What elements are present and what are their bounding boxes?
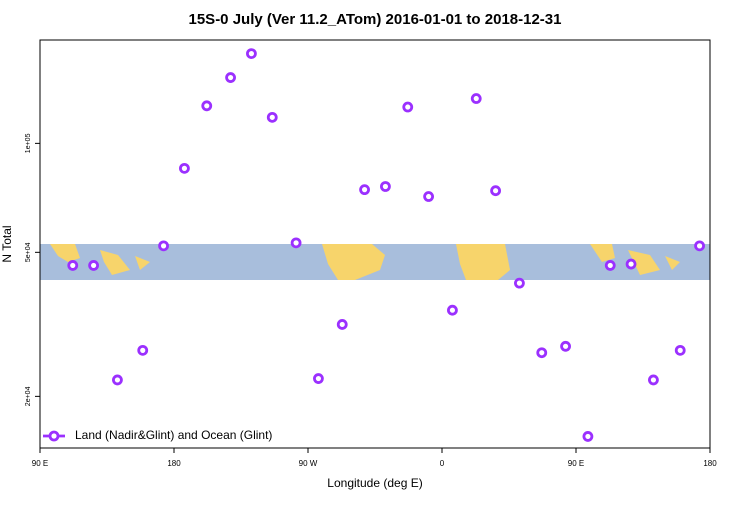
point [694,240,705,252]
x-tick-label: 90 E [568,459,584,468]
point [560,340,571,352]
point [625,258,637,270]
legend-marker [48,430,60,442]
point [514,277,525,289]
x-tick-label: 180 [167,459,181,468]
map-strip [40,244,710,280]
plot-frame [39,39,711,449]
point [674,344,686,356]
point [447,304,458,316]
point [67,260,79,271]
point [423,191,435,202]
point [179,162,190,174]
x-tick-label: 90 W [299,459,318,468]
point [336,319,348,330]
x-tick-label: 90 E [32,459,48,468]
point [88,260,99,271]
x-tick-label: 180 [703,459,717,468]
point [359,184,370,196]
point [490,185,502,197]
point [112,374,123,386]
point [225,72,236,83]
point [290,237,302,249]
point [380,181,391,192]
point [158,240,169,252]
point [582,431,594,442]
y-tick-label: 2e+04 [25,386,32,406]
point [137,344,149,356]
x-tick-label: 0 [440,459,445,468]
y-axis-label: N Total [0,225,14,262]
point [402,101,414,113]
y-tick-label: 1e+05 [25,133,32,153]
point [246,48,257,60]
point [536,347,548,359]
point [313,373,324,384]
chart-title: 15S-0 July (Ver 11.2_ATom) 2016-01-01 to… [189,11,562,28]
point [604,260,616,271]
point [470,93,482,104]
point [648,374,659,386]
point [201,100,213,112]
point [266,111,278,123]
y-tick-label: 5e+04 [25,242,32,262]
x-axis-label: Longitude (deg E) [327,476,422,490]
legend-label: Land (Nadir&Glint) and Ocean (Glint) [75,428,272,442]
